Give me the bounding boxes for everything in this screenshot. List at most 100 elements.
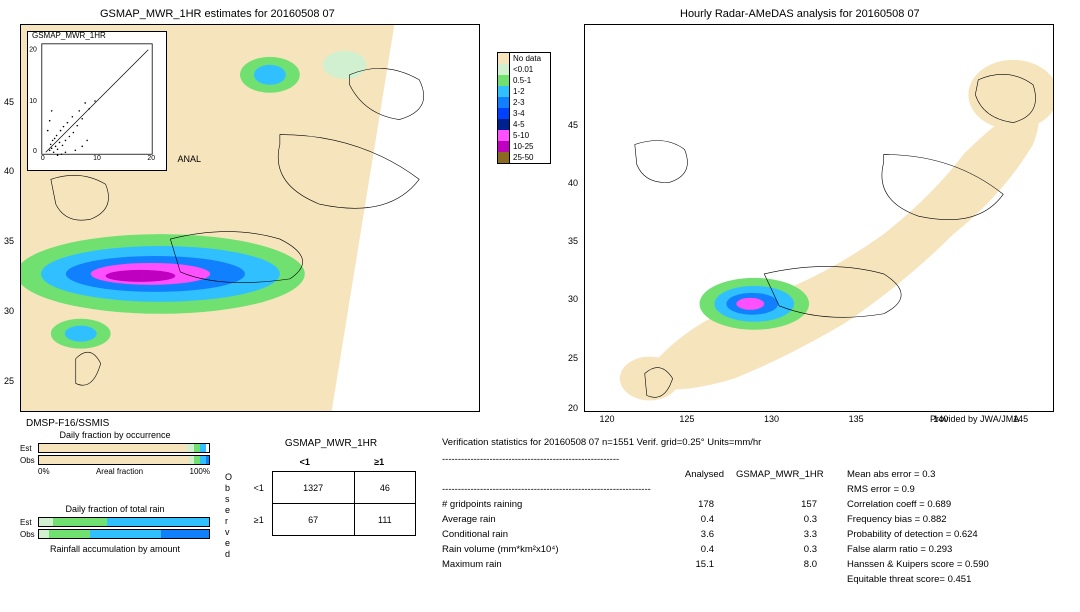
frac-seg xyxy=(53,518,107,526)
ctable-col-ge1: ≥1 xyxy=(342,453,416,471)
contingency-table: GSMAP_MWR_1HR <1 ≥1 <1 1327 46 ≥1 67 111 xyxy=(246,438,416,536)
frac-bar-occ-obs xyxy=(38,455,210,465)
legend-swatch xyxy=(498,53,510,64)
right-map xyxy=(584,24,1054,412)
legend-swatch xyxy=(498,86,510,97)
legend-swatch xyxy=(498,130,510,141)
legend-label: 2-3 xyxy=(510,98,525,107)
ytick: 35 xyxy=(4,236,14,246)
svg-text:10: 10 xyxy=(29,98,37,105)
legend-label: 5-10 xyxy=(510,131,529,140)
frac-seg xyxy=(206,444,209,452)
stat-est: 0.3 xyxy=(732,512,847,527)
ytick: 25 xyxy=(568,353,578,363)
frac-occ-title: Daily fraction by occurrence xyxy=(20,430,210,440)
ytick: 40 xyxy=(568,178,578,188)
stat-rhs: False alarm ratio = 0.293 xyxy=(847,542,1080,557)
legend-label: 25-50 xyxy=(510,153,533,162)
stat-analysed: 15.1 xyxy=(622,557,732,572)
legend-label: 10-25 xyxy=(510,142,533,151)
color-legend: No data<0.010.5-11-22-33-44-55-1010-2525… xyxy=(497,52,551,164)
svg-text:20: 20 xyxy=(29,47,37,54)
svg-text:0: 0 xyxy=(33,148,37,155)
left-map: GSMAP_MWR_1HR 0 10 20 xyxy=(20,24,480,412)
stat-label: Conditional rain xyxy=(442,527,622,542)
legend-row: 0.5-1 xyxy=(498,75,550,86)
legend-row: 4-5 xyxy=(498,119,550,130)
frac-axis-0: 0% xyxy=(38,467,50,476)
svg-text:20: 20 xyxy=(147,155,155,162)
ctable-col-lt1: <1 xyxy=(267,453,342,471)
frac-tot-title: Daily fraction of total rain xyxy=(20,504,210,514)
frac-footer: Rainfall accumulation by amount xyxy=(20,544,210,554)
frac-seg xyxy=(90,530,161,538)
ytick: 30 xyxy=(4,306,14,316)
stat-rhs: Mean abs error = 0.3 xyxy=(847,467,1080,482)
legend-label: 3-4 xyxy=(510,109,525,118)
legend-label: 0.5-1 xyxy=(510,76,531,85)
ctable-row-lt1: <1 xyxy=(246,472,272,504)
frac-seg xyxy=(187,444,194,452)
scatter-inset: GSMAP_MWR_1HR 0 10 20 xyxy=(27,31,167,171)
stats-panel: Verification statistics for 20160508 07 … xyxy=(442,435,1070,587)
stats-dash2: ----------------------------------------… xyxy=(442,482,847,497)
frac-axis-100: 100% xyxy=(190,467,210,476)
xtick: 135 xyxy=(849,414,864,424)
attribution: Provided by JWA/JMA xyxy=(930,414,1019,424)
ctable-cell-01: 46 xyxy=(354,472,415,504)
stat-rhs: Hanssen & Kuipers score = 0.590 xyxy=(847,557,1080,572)
stat-rhs: Probability of detection = 0.624 xyxy=(847,527,1080,542)
ytick: 20 xyxy=(568,403,578,413)
legend-swatch xyxy=(498,152,510,163)
ytick: 30 xyxy=(568,294,578,304)
legend-row: 10-25 xyxy=(498,141,550,152)
legend-row: 2-3 xyxy=(498,97,550,108)
right-map-fill xyxy=(585,25,1053,411)
fraction-occurrence: Daily fraction by occurrence Est Obs 0% … xyxy=(20,428,210,476)
ctable-cell-10: 67 xyxy=(272,504,354,536)
stat-analysed: 3.6 xyxy=(622,527,732,542)
stats-header: Verification statistics for 20160508 07 … xyxy=(442,435,1070,450)
stat-est: 0.3 xyxy=(732,542,847,557)
frac-bar-tot-est xyxy=(38,517,210,527)
legend-label: 1-2 xyxy=(510,87,525,96)
legend-row: 5-10 xyxy=(498,130,550,141)
stat-est: 3.3 xyxy=(732,527,847,542)
ctable-row-ge1: ≥1 xyxy=(246,504,272,536)
left-map-title: GSMAP_MWR_1HR estimates for 20160508 07 xyxy=(100,8,335,20)
legend-swatch xyxy=(498,141,510,152)
xtick: 120 xyxy=(600,414,615,424)
stat-label: Maximum rain xyxy=(442,557,622,572)
frac-bar-tot-obs xyxy=(38,529,210,539)
frac-seg xyxy=(161,530,209,538)
stat-rhs: RMS error = 0.9 xyxy=(847,482,1080,497)
svg-text:0: 0 xyxy=(41,155,45,162)
frac-seg xyxy=(39,530,49,538)
legend-label: 4-5 xyxy=(510,120,525,129)
frac-seg xyxy=(39,444,187,452)
anal-label: ANAL xyxy=(177,154,201,164)
fraction-total-rain: Daily fraction of total rain Est Obs Rai… xyxy=(20,502,210,556)
ytick: 25 xyxy=(4,376,14,386)
frac-bar-occ-est xyxy=(38,443,210,453)
stat-est: 8.0 xyxy=(732,557,847,572)
frac-seg xyxy=(107,518,209,526)
frac-axis-label: Areal fraction xyxy=(96,467,143,476)
stat-analysed: 0.4 xyxy=(622,542,732,557)
legend-swatch xyxy=(498,64,510,75)
legend-label: No data xyxy=(510,54,541,63)
ctable-cell-11: 111 xyxy=(354,504,415,536)
legend-row: No data xyxy=(498,53,550,64)
ctable-name: GSMAP_MWR_1HR xyxy=(246,438,416,449)
stat-rhs: Equitable threat score= 0.451 xyxy=(847,572,1080,587)
frac-row-label-est: Est xyxy=(20,444,38,453)
frac-tot-row-obs: Obs xyxy=(20,530,38,539)
frac-row-label-obs: Obs xyxy=(20,456,38,465)
ytick: 35 xyxy=(568,236,578,246)
scatter-plot: 0 10 20 0 10 20 xyxy=(28,32,166,170)
legend-swatch xyxy=(498,108,510,119)
legend-row: 25-50 xyxy=(498,152,550,163)
frac-tot-row-est: Est xyxy=(20,518,38,527)
svg-text:10: 10 xyxy=(93,155,101,162)
stat-label: Rain volume (mm*km²x10⁴) xyxy=(442,542,622,557)
